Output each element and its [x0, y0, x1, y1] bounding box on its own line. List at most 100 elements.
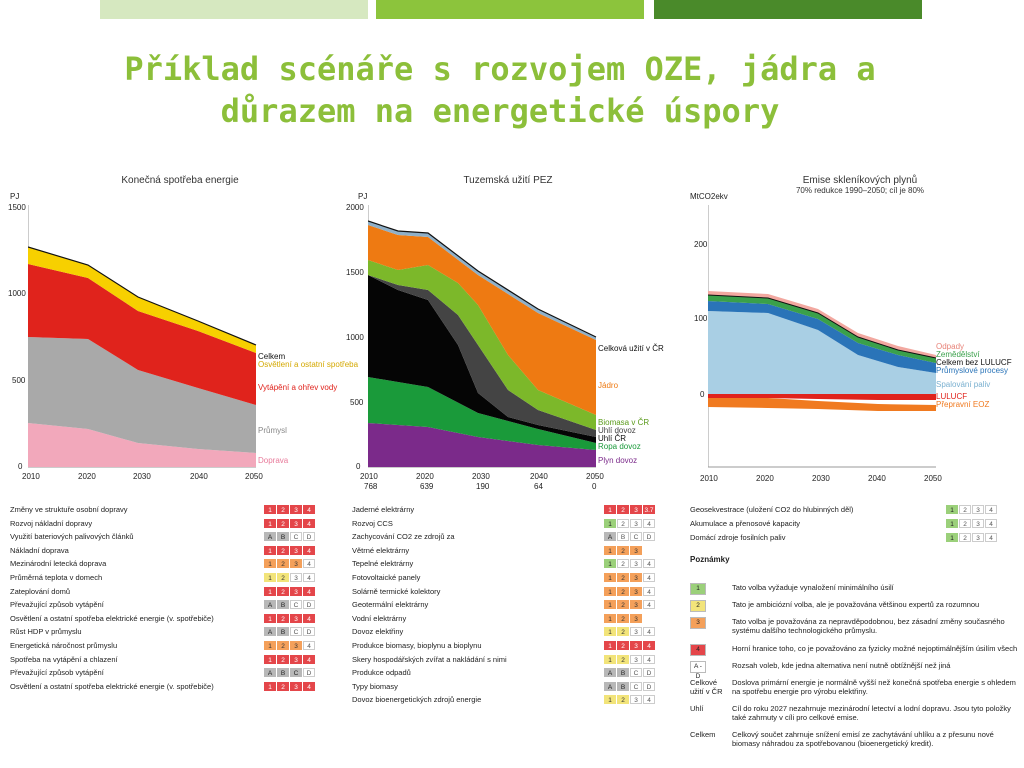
lever-level-button[interactable]: 4	[985, 505, 997, 514]
lever-level-button[interactable]: 3	[290, 573, 302, 582]
lever-level-button[interactable]: 4	[303, 518, 315, 528]
lever-level-button[interactable]: 4	[303, 641, 315, 650]
lever-level-button[interactable]: B	[277, 668, 289, 678]
lever-level-button[interactable]: 3	[290, 681, 302, 691]
lever-level-button[interactable]: 3	[290, 518, 302, 528]
lever-level-button[interactable]: D	[643, 532, 655, 542]
lever-level-button[interactable]: 4	[303, 681, 315, 691]
lever-level-button[interactable]: 2	[617, 613, 629, 623]
lever-level-button[interactable]: 2	[959, 505, 971, 514]
lever-level-button[interactable]: 1	[604, 573, 616, 582]
lever-level-button[interactable]: 2	[617, 600, 629, 610]
lever-level-button[interactable]: 4	[643, 627, 655, 637]
lever-level-button[interactable]: 2	[617, 559, 629, 569]
lever-level-button[interactable]: C	[630, 532, 642, 542]
lever-level-button[interactable]: C	[290, 532, 302, 542]
lever-level-button[interactable]: D	[303, 668, 315, 678]
lever-level-button[interactable]: 2	[617, 505, 629, 514]
lever-level-button[interactable]: 1	[264, 518, 276, 528]
lever-level-button[interactable]: 2	[617, 573, 629, 582]
lever-level-button[interactable]: 3	[290, 654, 302, 664]
lever-level-button[interactable]: A	[264, 600, 276, 610]
lever-level-button[interactable]: 3	[972, 519, 984, 528]
lever-level-button[interactable]: 3	[630, 518, 642, 528]
lever-level-button[interactable]: 3	[630, 641, 642, 650]
lever-level-button[interactable]: B	[277, 627, 289, 637]
lever-level-button[interactable]: 1	[264, 573, 276, 582]
lever-level-button[interactable]: B	[277, 600, 289, 610]
lever-level-button[interactable]: 3	[290, 641, 302, 650]
lever-level-button[interactable]: 1	[604, 695, 616, 705]
lever-level-button[interactable]: 4	[303, 586, 315, 596]
lever-level-button[interactable]: 3	[630, 613, 642, 623]
lever-level-button[interactable]: 2	[617, 545, 629, 555]
lever-level-button[interactable]: 3	[972, 533, 984, 542]
lever-level-button[interactable]: 3.7	[643, 505, 655, 514]
lever-level-button[interactable]: 2	[277, 559, 289, 569]
lever-level-button[interactable]: 1	[946, 533, 958, 542]
lever-level-button[interactable]: 1	[604, 600, 616, 610]
lever-level-button[interactable]: 3	[630, 654, 642, 664]
lever-level-button[interactable]: C	[290, 600, 302, 610]
lever-level-button[interactable]: B	[617, 668, 629, 678]
lever-level-button[interactable]: 4	[985, 519, 997, 528]
lever-level-button[interactable]: 1	[604, 654, 616, 664]
lever-level-button[interactable]: 3	[630, 600, 642, 610]
lever-level-button[interactable]: 2	[617, 518, 629, 528]
lever-level-button[interactable]: 4	[643, 654, 655, 664]
lever-level-button[interactable]: 4	[303, 559, 315, 569]
lever-level-button[interactable]: 2	[617, 695, 629, 705]
lever-level-button[interactable]: 1	[604, 586, 616, 596]
lever-level-button[interactable]: 1	[604, 613, 616, 623]
lever-level-button[interactable]: 3	[630, 505, 642, 514]
lever-level-button[interactable]: 1	[946, 519, 958, 528]
lever-level-button[interactable]: D	[303, 627, 315, 637]
lever-level-button[interactable]: 1	[264, 613, 276, 623]
lever-level-button[interactable]: 1	[264, 505, 276, 514]
lever-level-button[interactable]: 4	[643, 695, 655, 705]
lever-level-button[interactable]: 2	[277, 586, 289, 596]
lever-level-button[interactable]: 3	[290, 505, 302, 514]
lever-level-button[interactable]: 2	[277, 681, 289, 691]
lever-level-button[interactable]: 3	[630, 586, 642, 596]
lever-level-button[interactable]: 3	[290, 586, 302, 596]
lever-level-button[interactable]: 3	[630, 695, 642, 705]
lever-level-button[interactable]: 1	[604, 545, 616, 555]
lever-level-button[interactable]: 3	[972, 505, 984, 514]
lever-level-button[interactable]: 2	[277, 573, 289, 582]
lever-level-button[interactable]: 2	[277, 518, 289, 528]
lever-level-button[interactable]: C	[290, 627, 302, 637]
lever-level-button[interactable]: A	[264, 627, 276, 637]
lever-level-button[interactable]: A	[604, 532, 616, 542]
lever-level-button[interactable]: A	[604, 681, 616, 691]
lever-level-button[interactable]: 4	[303, 505, 315, 514]
lever-level-button[interactable]: 3	[630, 573, 642, 582]
lever-level-button[interactable]: 1	[604, 505, 616, 514]
lever-level-button[interactable]: 2	[617, 586, 629, 596]
lever-level-button[interactable]: 2	[277, 613, 289, 623]
lever-level-button[interactable]: 1	[264, 586, 276, 596]
lever-level-button[interactable]: 1	[604, 641, 616, 650]
lever-level-button[interactable]: D	[303, 532, 315, 542]
lever-level-button[interactable]: 4	[643, 586, 655, 596]
lever-level-button[interactable]: 2	[959, 519, 971, 528]
lever-level-button[interactable]: B	[617, 681, 629, 691]
lever-level-button[interactable]: 3	[630, 545, 642, 555]
lever-level-button[interactable]: 2	[277, 545, 289, 555]
lever-level-button[interactable]: 2	[277, 654, 289, 664]
lever-level-button[interactable]: C	[290, 668, 302, 678]
lever-level-button[interactable]: D	[643, 681, 655, 691]
lever-level-button[interactable]: 4	[643, 518, 655, 528]
lever-level-button[interactable]: 4	[303, 573, 315, 582]
lever-level-button[interactable]: 4	[303, 613, 315, 623]
lever-level-button[interactable]: A	[264, 668, 276, 678]
lever-level-button[interactable]: 1	[264, 545, 276, 555]
lever-level-button[interactable]: 3	[630, 627, 642, 637]
lever-level-button[interactable]: 3	[630, 559, 642, 569]
lever-level-button[interactable]: 1	[264, 641, 276, 650]
lever-level-button[interactable]: A	[604, 668, 616, 678]
lever-level-button[interactable]: D	[303, 600, 315, 610]
lever-level-button[interactable]: 2	[617, 654, 629, 664]
lever-level-button[interactable]: 1	[604, 627, 616, 637]
lever-level-button[interactable]: 4	[303, 545, 315, 555]
